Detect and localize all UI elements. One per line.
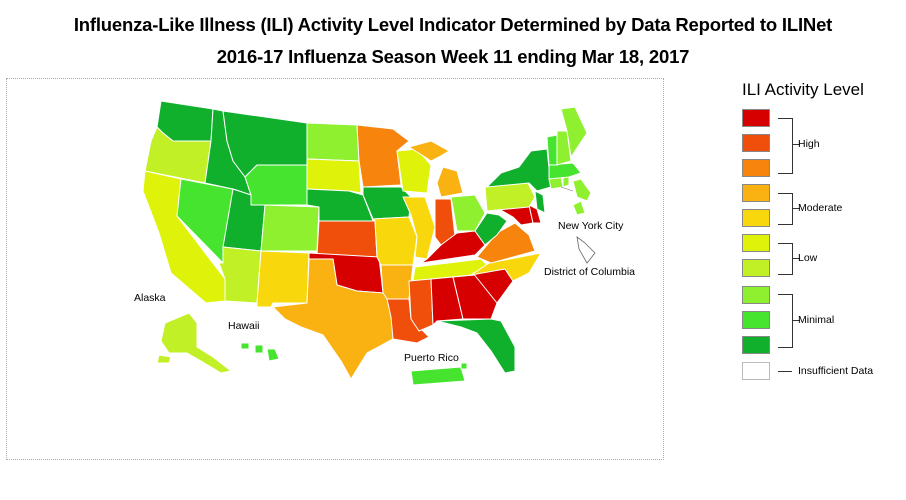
- state-OH[interactable]: [450, 194, 486, 232]
- tick-low: [792, 258, 800, 259]
- state-KS[interactable]: [316, 220, 378, 258]
- bracket-high: [778, 118, 793, 174]
- legend-swatch-level-0: [742, 362, 770, 380]
- state-DC[interactable]: [576, 236, 596, 264]
- legend-swatch-level-9: [742, 134, 770, 152]
- state-HI2[interactable]: [254, 344, 264, 354]
- legend-label-minimal: Minimal: [798, 314, 835, 326]
- legend-swatch-level-4: [742, 259, 770, 277]
- state-PR2[interactable]: [460, 362, 468, 370]
- label-alaska: Alaska: [134, 292, 166, 304]
- state-DE[interactable]: [528, 204, 542, 224]
- state-NY[interactable]: [486, 148, 552, 192]
- state-NJ[interactable]: [534, 190, 546, 214]
- nyc-connector: [560, 186, 574, 192]
- tick-minimal: [792, 320, 800, 321]
- state-AK[interactable]: [160, 312, 232, 374]
- state-MS[interactable]: [408, 278, 434, 332]
- state-NM[interactable]: [256, 250, 310, 308]
- legend-swatch-level-1: [742, 336, 770, 354]
- state-AK2[interactable]: [156, 354, 172, 364]
- state-NC[interactable]: [470, 252, 542, 282]
- legend-label-insufficient: Insufficient Data: [798, 365, 874, 377]
- label-new-york-city: New York City: [558, 220, 624, 232]
- state-NH[interactable]: [556, 130, 572, 166]
- state-ME[interactable]: [560, 106, 588, 158]
- state-IL[interactable]: [402, 196, 436, 260]
- legend-swatch-level-7: [742, 184, 770, 202]
- state-MO[interactable]: [372, 216, 418, 266]
- legend-swatch-level-2: [742, 311, 770, 329]
- legend-label-high: High: [798, 138, 820, 150]
- state-VT[interactable]: [546, 134, 558, 166]
- bracket-moderate: [778, 193, 793, 225]
- state-LA[interactable]: [386, 298, 430, 344]
- state-MA[interactable]: [548, 162, 582, 180]
- state-PR[interactable]: [410, 366, 466, 386]
- state-HI[interactable]: [240, 342, 250, 350]
- legend-label-moderate: Moderate: [798, 202, 843, 214]
- legend-swatch-level-10: [742, 109, 770, 127]
- map-subtitle: 2016-17 Influenza Season Week 11 ending …: [216, 46, 690, 67]
- legend-label-low: Low: [798, 252, 818, 264]
- legend-swatch-level-5: [742, 234, 770, 252]
- map-frame: [6, 78, 664, 460]
- state-SD[interactable]: [306, 158, 362, 194]
- state-TX[interactable]: [272, 258, 394, 380]
- state-MN[interactable]: [356, 124, 410, 188]
- legend-swatch-level-8: [742, 159, 770, 177]
- state-NYC2[interactable]: [572, 200, 586, 216]
- state-HI3[interactable]: [266, 348, 280, 362]
- bracket-minimal: [778, 294, 793, 348]
- tick-high: [792, 144, 800, 145]
- label-hawaii: Hawaii: [228, 320, 260, 332]
- us-map: [142, 100, 596, 386]
- legend-title: ILI Activity Level: [742, 80, 864, 99]
- state-AZ[interactable]: [218, 246, 262, 304]
- state-NYC[interactable]: [572, 178, 592, 202]
- state-AL[interactable]: [430, 276, 464, 326]
- legend-swatch-level-3: [742, 286, 770, 304]
- bracket-low: [778, 243, 793, 275]
- map-title: Influenza-Like Illness (ILI) Activity Le…: [73, 14, 833, 35]
- state-WY[interactable]: [244, 164, 308, 206]
- state-FL[interactable]: [436, 318, 516, 374]
- state-MI[interactable]: [408, 140, 450, 162]
- state-ND[interactable]: [306, 122, 360, 162]
- state-CO[interactable]: [260, 204, 320, 252]
- state-WV[interactable]: [474, 212, 508, 246]
- state-MI2[interactable]: [436, 166, 464, 198]
- label-dc: District of Columbia: [544, 266, 636, 278]
- tick-moderate: [792, 208, 800, 209]
- state-RI[interactable]: [562, 176, 570, 188]
- label-puerto-rico: Puerto Rico: [404, 352, 459, 364]
- tick-insufficient: [778, 371, 792, 372]
- legend-swatch-level-6: [742, 209, 770, 227]
- state-AR[interactable]: [380, 264, 414, 300]
